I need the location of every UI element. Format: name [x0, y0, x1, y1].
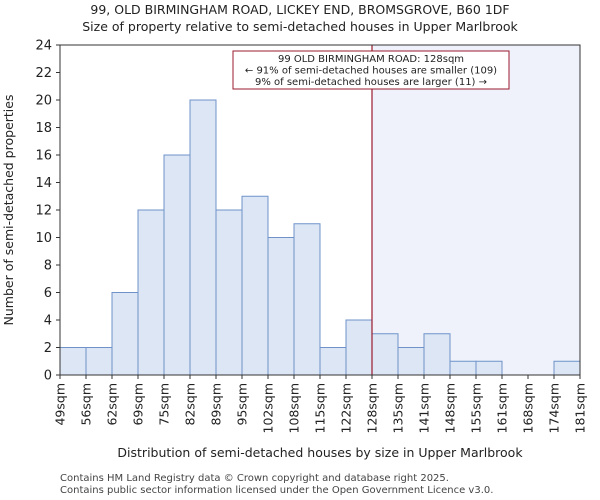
x-tick-label: 141sqm — [417, 383, 432, 433]
x-tick-label: 161sqm — [495, 383, 510, 433]
histogram-bar — [553, 360, 581, 376]
x-tick-label: 102sqm — [261, 383, 276, 433]
y-tick-label: 6 — [44, 286, 52, 301]
y-tick-label: 4 — [44, 314, 52, 329]
y-tick-label: 20 — [35, 94, 52, 109]
chart-subtitle: Size of property relative to semi-detach… — [82, 19, 518, 34]
histogram-bar — [137, 209, 165, 376]
y-tick-label: 12 — [35, 204, 52, 219]
histogram-bar — [163, 154, 191, 376]
histogram-bar — [475, 360, 503, 376]
annotation-line: ← 91% of semi-detached houses are smalle… — [245, 66, 497, 77]
histogram-bar — [449, 360, 477, 376]
histogram-bar — [267, 237, 295, 376]
y-tick-label: 16 — [35, 149, 52, 164]
histogram-bar — [215, 209, 243, 376]
y-tick-label: 2 — [44, 341, 52, 356]
x-tick-label: 75sqm — [157, 383, 172, 426]
histogram-bar — [241, 195, 269, 376]
histogram-bar — [423, 333, 451, 376]
y-tick-label: 0 — [44, 369, 52, 384]
x-tick-label: 168sqm — [521, 383, 536, 433]
x-tick-label: 62sqm — [105, 383, 120, 426]
histogram-bar — [59, 347, 87, 376]
x-tick-label: 115sqm — [313, 383, 328, 433]
y-tick-label: 10 — [35, 231, 52, 246]
x-tick-label: 69sqm — [131, 383, 146, 426]
x-tick-label: 174sqm — [547, 383, 562, 433]
x-tick-label: 148sqm — [443, 383, 458, 433]
x-tick-label: 49sqm — [53, 383, 68, 426]
x-tick-label: 56sqm — [79, 383, 94, 426]
footer-copyright: Contains HM Land Registry data © Crown c… — [60, 473, 449, 484]
annotation-line: 9% of semi-detached houses are larger (1… — [255, 77, 487, 88]
histogram-bar — [189, 99, 217, 376]
x-tick-label: 95sqm — [235, 383, 250, 426]
y-tick-label: 22 — [35, 66, 52, 81]
highlight-region — [372, 45, 580, 375]
x-tick-label: 108sqm — [287, 383, 302, 433]
y-tick-label: 24 — [35, 39, 52, 54]
histogram-bar — [397, 347, 425, 376]
histogram-bar — [111, 292, 139, 376]
chart-title: 99, OLD BIRMINGHAM ROAD, LICKEY END, BRO… — [90, 2, 510, 17]
x-tick-label: 122sqm — [339, 383, 354, 433]
x-tick-label: 181sqm — [573, 383, 588, 433]
histogram-bar — [319, 347, 347, 376]
y-tick-label: 18 — [35, 121, 52, 136]
annotation-line: 99 OLD BIRMINGHAM ROAD: 128sqm — [278, 54, 464, 65]
x-tick-label: 128sqm — [365, 383, 380, 433]
x-axis-label: Distribution of semi-detached houses by … — [117, 445, 523, 460]
x-tick-label: 155sqm — [469, 383, 484, 433]
x-tick-label: 89sqm — [209, 383, 224, 426]
y-tick-label: 14 — [35, 176, 52, 191]
annotation-box — [232, 50, 510, 90]
histogram-bar — [293, 223, 321, 376]
histogram-bar — [345, 319, 373, 376]
y-tick-label: 8 — [44, 259, 52, 274]
histogram-bar — [85, 347, 113, 376]
y-axis-label: Number of semi-detached properties — [1, 95, 16, 326]
histogram-bar — [371, 333, 399, 376]
footer-licence: Contains public sector information licen… — [60, 485, 494, 496]
x-tick-label: 135sqm — [391, 383, 406, 433]
x-tick-label: 82sqm — [183, 383, 198, 426]
